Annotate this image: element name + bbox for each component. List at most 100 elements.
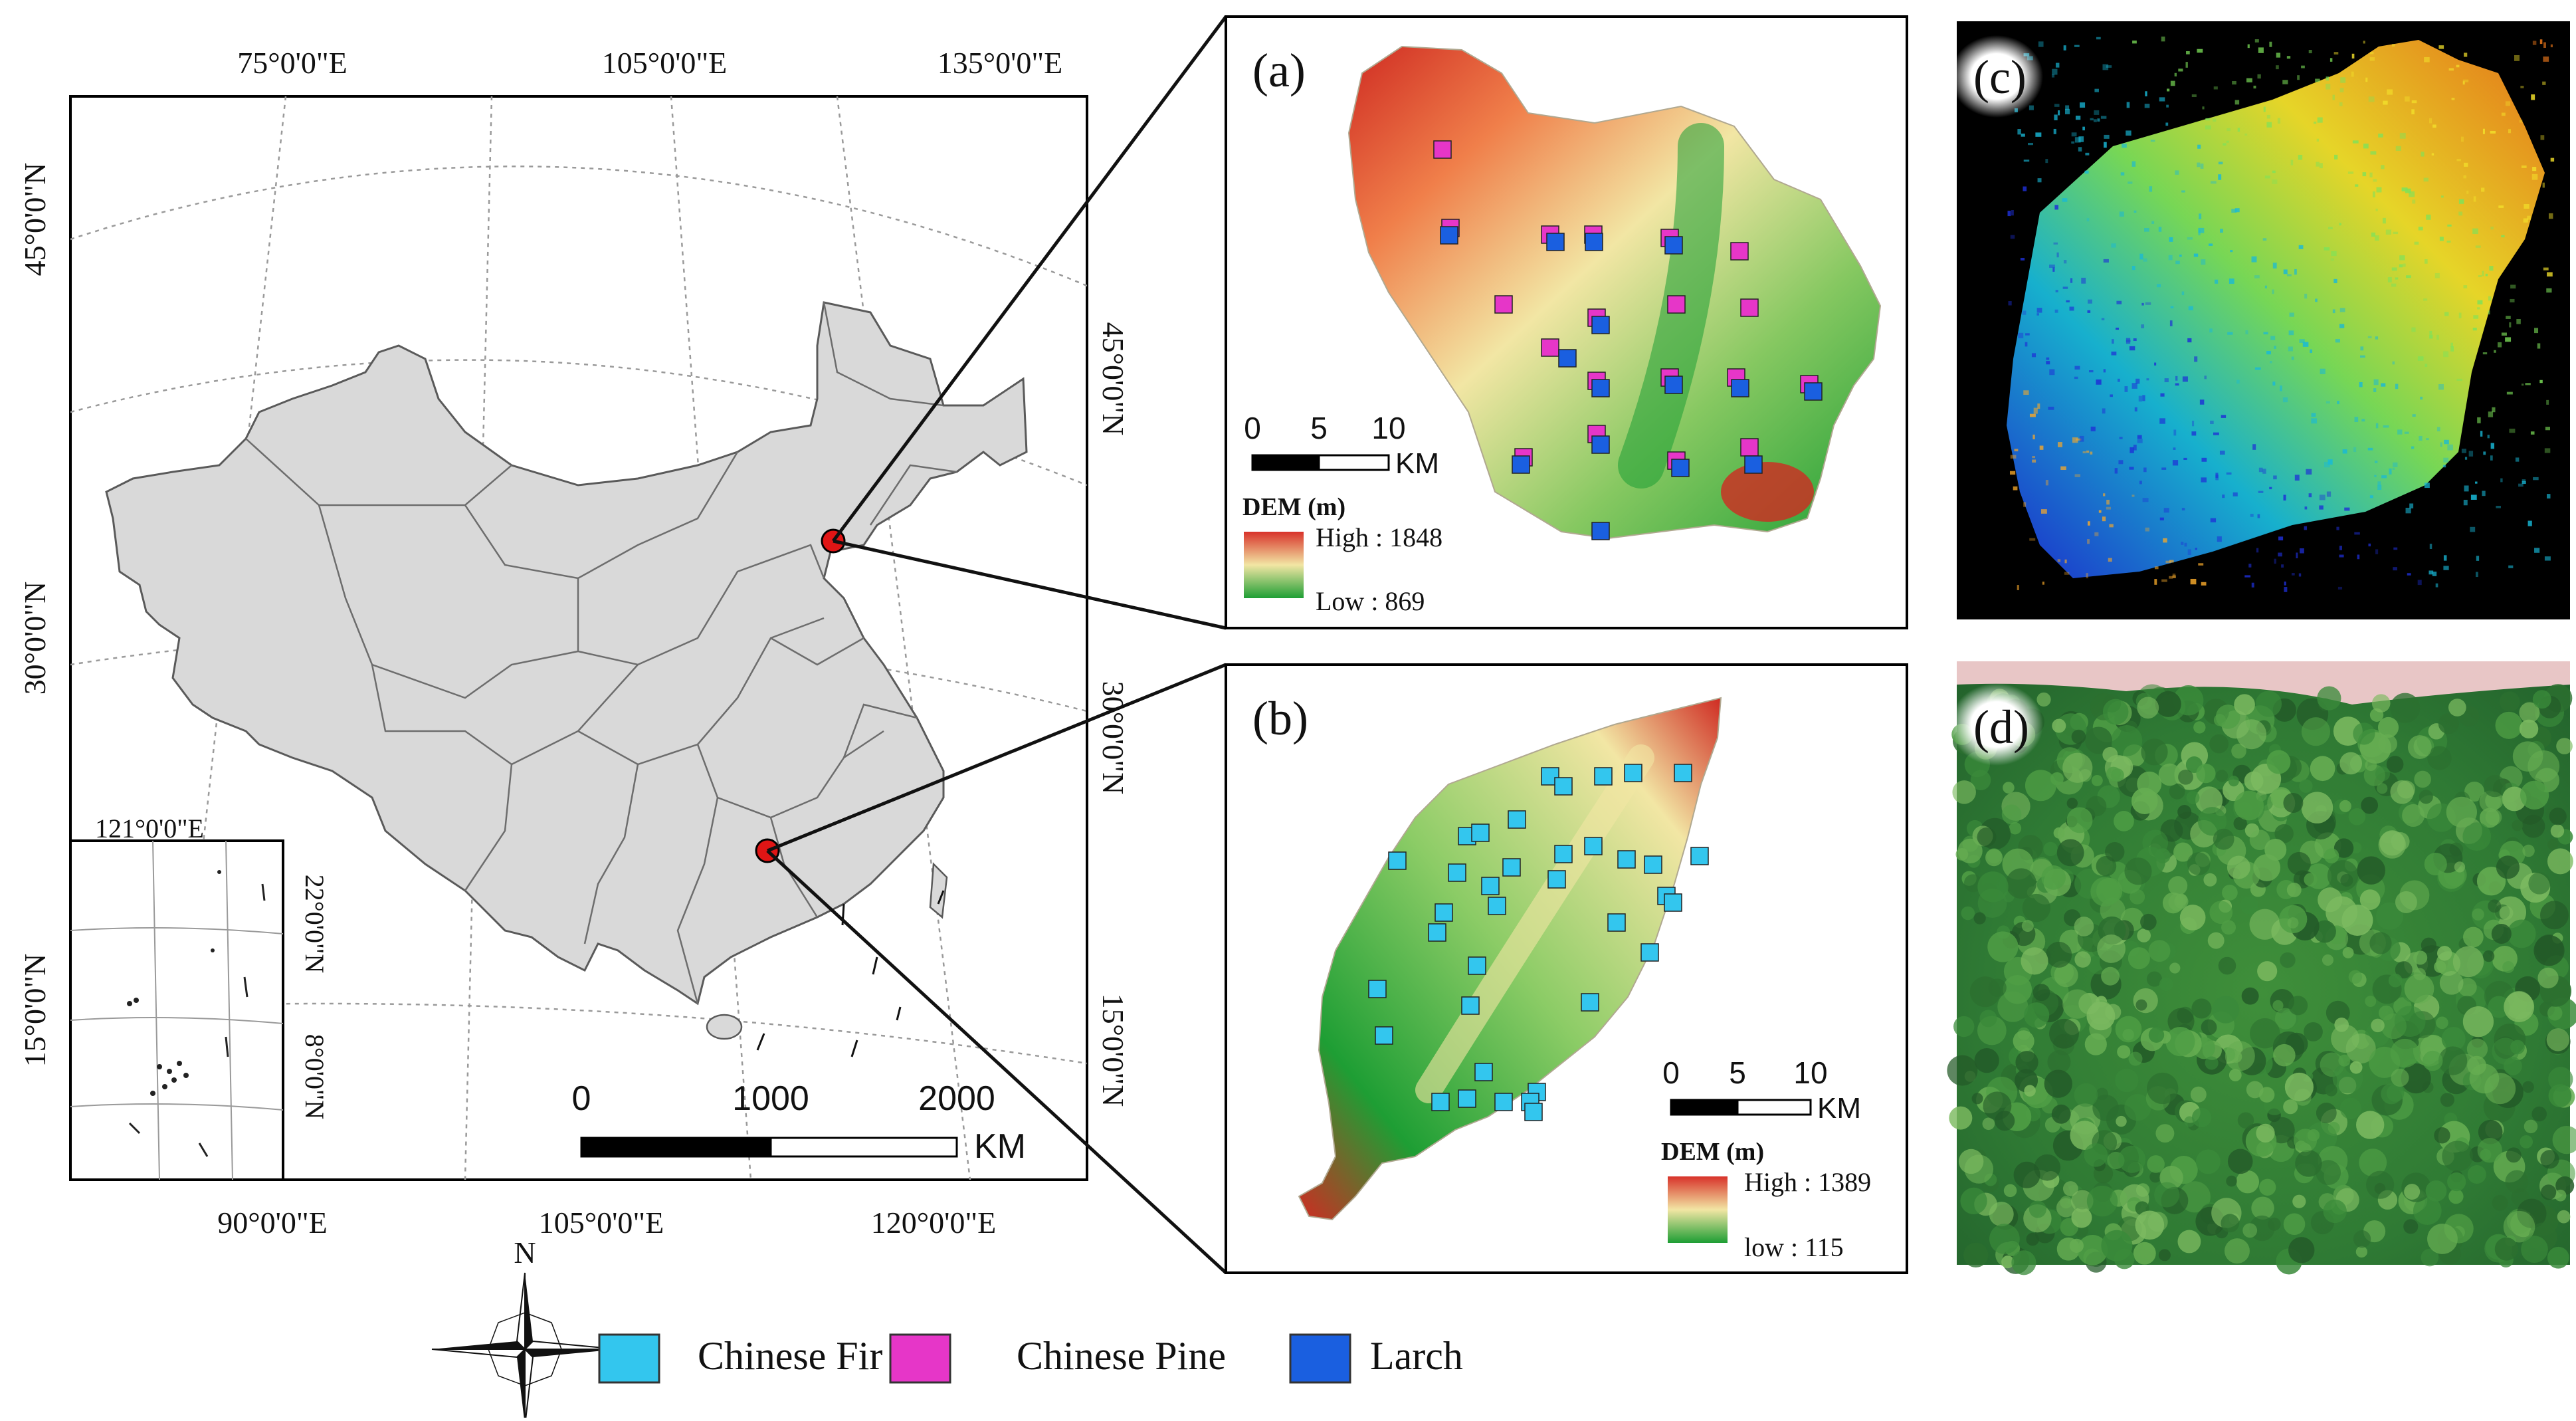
panel-a-dem-shape	[1347, 45, 1882, 540]
forest-canopy-image	[1947, 684, 2576, 1275]
svg-text:105°0'0"E: 105°0'0"E	[539, 1206, 664, 1240]
fir-sample-marker	[1461, 996, 1480, 1015]
fir-sample-marker	[1547, 870, 1566, 889]
larch-sample-marker	[1664, 376, 1683, 394]
fir-sample-marker	[1554, 845, 1573, 863]
svg-text:75°0'0"E: 75°0'0"E	[237, 46, 347, 80]
fir-sample-marker	[1524, 1103, 1543, 1121]
pine-sample-marker	[1433, 140, 1452, 159]
fir-sample-marker	[1471, 823, 1490, 842]
svg-text:1000: 1000	[732, 1079, 809, 1118]
fir-sample-marker	[1468, 956, 1486, 975]
svg-text:105°0'0"E: 105°0'0"E	[602, 46, 728, 80]
legend-label-pine: Chinese Pine	[1017, 1334, 1226, 1378]
fir-sample-marker	[1375, 1026, 1393, 1045]
lidar-point-cloud	[2007, 40, 2545, 578]
svg-text:135°0'0"E: 135°0'0"E	[938, 46, 1063, 80]
svg-text:0: 0	[1244, 411, 1261, 445]
fir-sample-marker	[1581, 993, 1599, 1012]
fir-sample-marker	[1644, 855, 1662, 874]
larch-sample-marker	[1591, 316, 1610, 334]
main-map-coord-labels: 75°0'0"E 105°0'0"E 135°0'0"E 90°0'0"E 10…	[18, 46, 1130, 1240]
svg-text:KM: KM	[974, 1127, 1026, 1166]
fir-sample-marker	[1388, 851, 1407, 870]
panel-b-dem-legend: DEM (m) High : 1389 low : 115	[1661, 1138, 1871, 1262]
fir-sample-marker	[1494, 1093, 1513, 1111]
fir-sample-marker	[1502, 858, 1521, 877]
panel-d-label: (d)	[1973, 701, 2029, 754]
fir-sample-marker	[1594, 767, 1613, 786]
svg-text:15°0'0"N: 15°0'0"N	[1096, 994, 1130, 1107]
svg-text:0: 0	[572, 1079, 591, 1118]
fir-sample-marker	[1368, 980, 1387, 998]
svg-text:10: 10	[1371, 411, 1405, 445]
fir-sample-marker	[1481, 877, 1500, 895]
panel-b-label: (b)	[1252, 692, 1308, 745]
svg-text:DEM (m): DEM (m)	[1661, 1138, 1764, 1166]
panel-b: (b) 0 5 10 KM DEM (m) High : 1389 low : …	[1225, 663, 1908, 1274]
panel-b-scalebar: 0 5 10 KM	[1662, 1055, 1861, 1125]
svg-text:5: 5	[1729, 1055, 1746, 1090]
larch-sample-marker	[1671, 459, 1690, 477]
fir-sample-marker	[1617, 850, 1636, 869]
connector-lines	[766, 15, 1228, 1274]
larch-sample-marker	[1558, 349, 1577, 368]
svg-text:0: 0	[1662, 1055, 1680, 1090]
larch-sample-marker	[1731, 379, 1749, 397]
larch-sample-marker	[1585, 233, 1603, 251]
legend-swatch-larch	[1289, 1333, 1351, 1384]
svg-text:DEM (m): DEM (m)	[1242, 493, 1345, 521]
panel-b-sample-markers	[1368, 764, 1709, 1121]
svg-text:KM: KM	[1817, 1092, 1861, 1125]
panel-d: (d)	[1947, 661, 2576, 1275]
inset-lon-label: 121°0'0"E	[95, 814, 204, 843]
fir-sample-marker	[1640, 943, 1659, 962]
taiwan-island	[929, 862, 948, 919]
china-map-frame: 121°0'0"E 22°0'0"N 8°0'0"N 0 1000 2000 K…	[69, 95, 1088, 1181]
north-label: N	[514, 1236, 536, 1269]
svg-text:15°0'0"N: 15°0'0"N	[18, 954, 52, 1067]
fir-sample-marker	[1474, 1063, 1493, 1081]
svg-text:10: 10	[1793, 1055, 1827, 1090]
larch-sample-marker	[1804, 382, 1823, 401]
fir-sample-marker	[1584, 837, 1603, 855]
hainan-island	[706, 1014, 743, 1040]
svg-text:2000: 2000	[918, 1079, 995, 1118]
svg-text:KM: KM	[1395, 447, 1439, 480]
fir-sample-marker	[1554, 777, 1573, 796]
panel-a-sample-markers	[1433, 140, 1823, 540]
fir-sample-marker	[1428, 923, 1446, 942]
fir-sample-marker	[1690, 847, 1709, 865]
pine-sample-marker	[1730, 242, 1749, 261]
svg-text:120°0'0"E: 120°0'0"E	[871, 1206, 997, 1240]
legend-label-fir: Chinese Fir	[698, 1334, 882, 1378]
fir-sample-marker	[1624, 764, 1642, 782]
svg-text:30°0'0"N: 30°0'0"N	[18, 582, 52, 695]
panel-a-scalebar: 0 5 10 KM	[1244, 411, 1439, 480]
larch-sample-marker	[1664, 236, 1683, 255]
larch-sample-marker	[1744, 455, 1763, 474]
larch-sample-marker	[1546, 233, 1565, 251]
svg-text:90°0'0"E: 90°0'0"E	[217, 1206, 328, 1240]
fir-sample-marker	[1435, 903, 1453, 922]
larch-sample-marker	[1440, 226, 1458, 245]
fir-sample-marker	[1664, 893, 1682, 912]
panel-a-dem-legend: DEM (m) High : 1848 Low : 869	[1242, 493, 1442, 616]
pine-sample-marker	[1494, 295, 1513, 314]
inset-lat-label-2: 8°0'0"N	[300, 1034, 330, 1119]
svg-text:High : 1389: High : 1389	[1744, 1167, 1871, 1197]
north-arrow-icon	[431, 1272, 619, 1421]
pine-sample-marker	[1667, 295, 1686, 314]
svg-text:45°0'0"N: 45°0'0"N	[1096, 322, 1130, 436]
inset-lat-label-1: 22°0'0"N	[300, 875, 330, 973]
larch-sample-marker	[1591, 522, 1610, 540]
south-china-sea-inset: 121°0'0"E 22°0'0"N 8°0'0"N	[69, 814, 330, 1181]
svg-text:Low : 869: Low : 869	[1316, 586, 1425, 616]
fir-sample-marker	[1448, 863, 1466, 882]
svg-text:30°0'0"N: 30°0'0"N	[1096, 681, 1130, 795]
larch-sample-marker	[1591, 435, 1610, 454]
fir-sample-marker	[1431, 1093, 1450, 1111]
main-scalebar: 0 1000 2000 KM	[572, 1079, 1026, 1166]
fir-sample-marker	[1508, 810, 1526, 829]
fir-sample-marker	[1674, 764, 1692, 782]
